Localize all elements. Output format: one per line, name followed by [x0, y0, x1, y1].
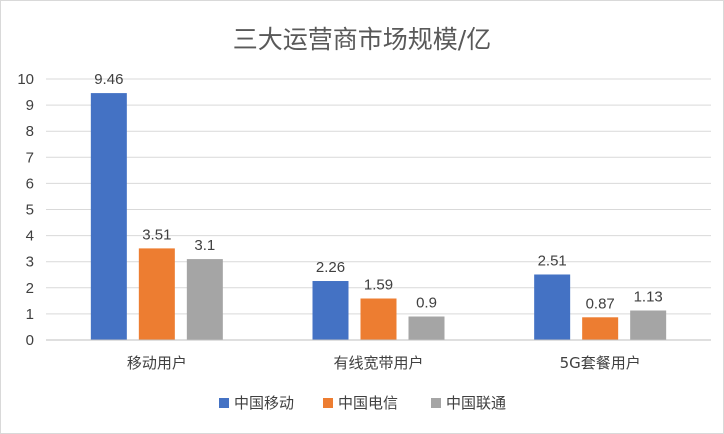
bar [138, 248, 175, 340]
legend-swatch [219, 398, 229, 408]
data-label: 3.51 [142, 226, 171, 243]
y-tick-label: 4 [26, 228, 34, 245]
y-tick-label: 2 [26, 280, 34, 297]
legend: 中国移动 中国电信 中国联通 [219, 394, 506, 412]
y-tick-label: 1 [26, 306, 34, 323]
data-label: 3.1 [194, 237, 215, 254]
x-axis-categories: 移动用户 有线宽带用户 5G套餐用户 [127, 354, 641, 372]
bar [534, 274, 571, 340]
y-tick-label: 6 [26, 175, 34, 192]
y-tick-label: 0 [26, 332, 34, 349]
data-label: 2.26 [316, 259, 345, 276]
x-category-label: 5G套餐用户 [560, 354, 641, 372]
data-label: 0.9 [416, 295, 437, 312]
bar [360, 298, 397, 340]
chart-title: 三大运营商市场规模/亿 [233, 25, 491, 54]
y-tick-label: 8 [26, 123, 34, 140]
bar [312, 281, 349, 340]
bar [186, 259, 223, 340]
y-tick-label: 3 [26, 254, 34, 271]
y-tick-label: 5 [26, 202, 34, 219]
bar [90, 93, 127, 341]
data-label: 1.59 [364, 277, 393, 294]
legend-label: 中国电信 [338, 394, 398, 412]
x-category-label: 有线宽带用户 [333, 354, 423, 372]
bar [408, 316, 445, 340]
y-tick-label: 10 [17, 71, 34, 88]
legend-label: 中国移动 [234, 394, 294, 412]
legend-swatch [323, 398, 333, 408]
y-axis-ticks: 0 1 2 3 4 5 6 7 8 9 10 [17, 71, 34, 349]
data-label: 0.87 [586, 295, 615, 312]
y-tick-label: 7 [26, 149, 34, 166]
data-label: 9.46 [94, 71, 123, 88]
legend-swatch [431, 398, 441, 408]
x-category-label: 移动用户 [127, 354, 187, 372]
bar [630, 310, 667, 340]
legend-label: 中国联通 [446, 394, 506, 412]
data-label: 1.13 [634, 289, 663, 306]
data-labels: 9.46 3.51 3.1 2.26 1.59 0.9 2.51 0.87 1.13 [94, 71, 663, 312]
data-label: 2.51 [538, 252, 567, 269]
bars [90, 93, 667, 341]
bar [582, 317, 619, 340]
y-tick-label: 9 [26, 97, 34, 114]
